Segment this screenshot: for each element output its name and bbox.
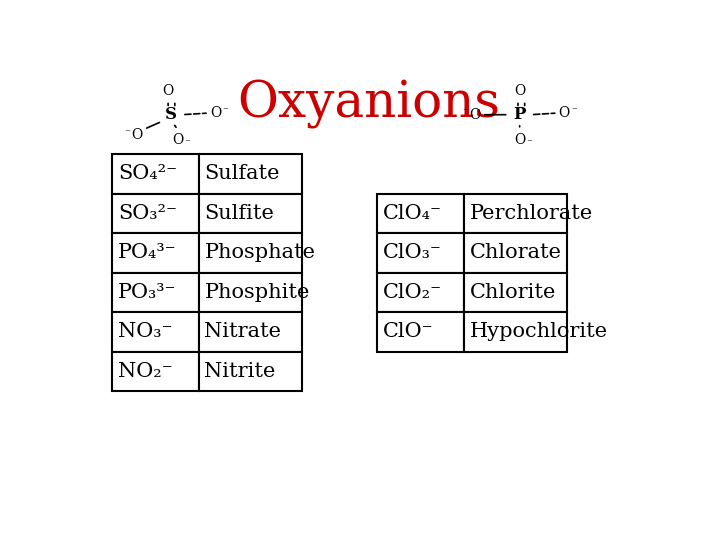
Text: S: S [165, 106, 177, 123]
Bar [464, 273, 567, 312]
Text: Oxyanions: Oxyanions [238, 79, 500, 129]
Text: NO₂⁻: NO₂⁻ [118, 362, 173, 381]
Text: SO₄²⁻: SO₄²⁻ [118, 165, 177, 184]
Bar [112, 194, 199, 233]
Bar [464, 233, 567, 273]
Text: ⁻: ⁻ [184, 138, 190, 148]
Text: O: O [210, 106, 221, 120]
Text: Perchlorate: Perchlorate [469, 204, 593, 223]
Bar [112, 273, 199, 312]
Text: Chlorate: Chlorate [469, 244, 562, 262]
Text: ⁻: ⁻ [526, 138, 532, 148]
Text: P: P [513, 106, 526, 123]
Text: PO₃³⁻: PO₃³⁻ [118, 283, 176, 302]
Bar [377, 312, 464, 352]
Text: O: O [163, 84, 174, 98]
Text: Nitrite: Nitrite [204, 362, 276, 381]
Text: ClO₂⁻: ClO₂⁻ [383, 283, 442, 302]
Text: O: O [559, 106, 570, 120]
Text: O: O [514, 84, 526, 98]
Text: Sulfite: Sulfite [204, 204, 274, 223]
Text: O: O [131, 129, 143, 143]
Text: O: O [172, 133, 183, 147]
Text: ClO⁻: ClO⁻ [383, 322, 433, 341]
Text: Phosphite: Phosphite [204, 283, 310, 302]
Text: ClO₃⁻: ClO₃⁻ [383, 244, 442, 262]
Bar [377, 233, 464, 273]
Bar [112, 233, 199, 273]
Bar [199, 233, 302, 273]
Bar [112, 312, 199, 352]
Text: PO₄³⁻: PO₄³⁻ [118, 244, 176, 262]
Bar [112, 352, 199, 391]
Bar [377, 273, 464, 312]
Bar [199, 273, 302, 312]
Text: O: O [469, 107, 481, 122]
Bar [199, 194, 302, 233]
Text: Phosphate: Phosphate [204, 244, 315, 262]
Text: ⁻: ⁻ [222, 106, 228, 116]
Text: ⁻: ⁻ [462, 107, 468, 118]
Text: SO₃²⁻: SO₃²⁻ [118, 204, 177, 223]
Text: O: O [514, 133, 526, 147]
Bar [199, 352, 302, 391]
Text: Chlorite: Chlorite [469, 283, 556, 302]
Text: ⁻: ⁻ [572, 106, 577, 116]
Bar [112, 154, 199, 194]
Bar [199, 312, 302, 352]
Text: Nitrate: Nitrate [204, 322, 282, 341]
Text: Hypochlorite: Hypochlorite [469, 322, 608, 341]
Bar [464, 194, 567, 233]
Bar [377, 194, 464, 233]
Text: Sulfate: Sulfate [204, 165, 280, 184]
Bar [464, 312, 567, 352]
Text: NO₃⁻: NO₃⁻ [118, 322, 172, 341]
Text: ClO₄⁻: ClO₄⁻ [383, 204, 442, 223]
Bar [199, 154, 302, 194]
Text: ⁻: ⁻ [125, 129, 130, 138]
